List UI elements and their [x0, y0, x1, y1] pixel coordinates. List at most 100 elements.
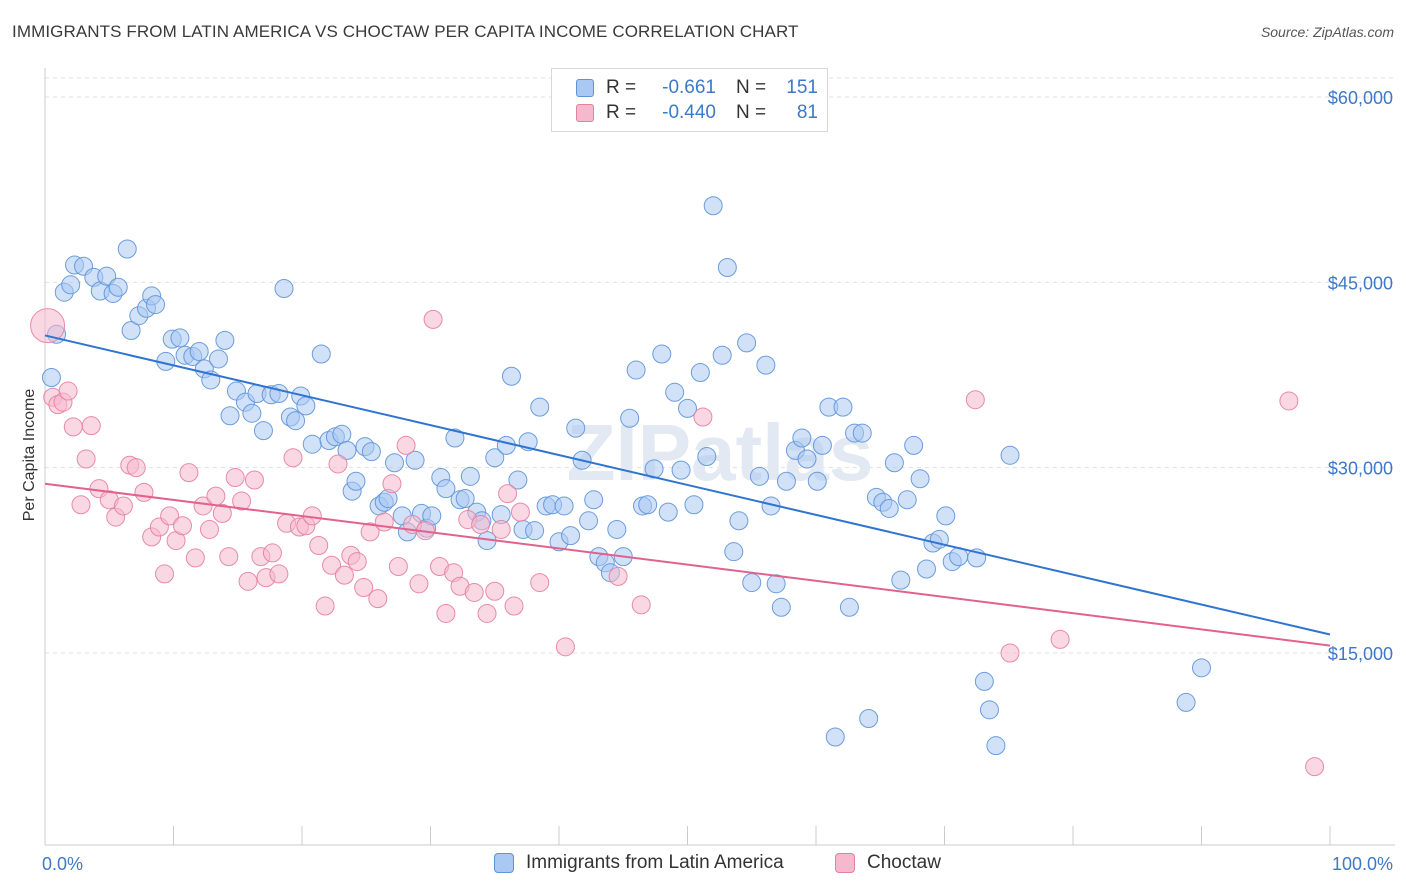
series-points-latin-america — [41, 196, 1211, 756]
point-latin-america — [626, 360, 646, 380]
y-tick-label: $30,000 — [1328, 459, 1393, 479]
point-latin-america — [771, 597, 791, 617]
point-latin-america — [797, 449, 817, 469]
legend-swatch-blue — [576, 79, 594, 97]
point-latin-america — [485, 448, 505, 468]
point-latin-america — [812, 435, 832, 455]
point-choctaw — [464, 582, 484, 602]
point-choctaw — [113, 496, 133, 516]
point-choctaw — [315, 596, 335, 616]
point-latin-america — [737, 333, 757, 353]
point-latin-america — [904, 435, 924, 455]
point-latin-america — [690, 363, 710, 383]
point-latin-america — [242, 403, 262, 423]
series-legend: Immigrants from Latin America Choctaw — [0, 852, 1406, 876]
y-tick-label: $15,000 — [1328, 644, 1393, 664]
point-latin-america — [684, 495, 704, 515]
point-latin-america — [208, 349, 228, 369]
trend-line-latin-america — [44, 334, 1331, 636]
n-value: 81 — [796, 102, 818, 123]
point-choctaw — [555, 637, 575, 657]
point-latin-america — [274, 279, 294, 299]
point-latin-america — [658, 502, 678, 522]
point-choctaw — [409, 574, 429, 594]
point-choctaw — [179, 463, 199, 483]
point-choctaw — [206, 486, 226, 506]
source-credit: Source: ZipAtlas.com — [1260, 24, 1394, 40]
point-choctaw — [322, 555, 342, 575]
grid — [45, 77, 1395, 654]
point-latin-america — [405, 450, 425, 470]
point-choctaw — [382, 474, 402, 494]
point-latin-america — [678, 398, 697, 418]
point-latin-america — [561, 526, 581, 546]
point-latin-america — [97, 266, 117, 286]
point-latin-america — [825, 727, 845, 747]
point-latin-america — [852, 423, 872, 443]
point-latin-america — [253, 421, 273, 441]
point-latin-america — [839, 597, 859, 617]
point-choctaw — [134, 482, 154, 502]
point-latin-america — [986, 736, 1006, 756]
y-tick-label: $60,000 — [1328, 88, 1393, 108]
n-label: N = — [736, 102, 767, 123]
point-latin-america — [269, 384, 289, 404]
point-choctaw — [1279, 391, 1299, 411]
point-latin-america — [579, 511, 599, 531]
r-label: R = — [606, 77, 637, 98]
point-latin-america — [917, 559, 937, 579]
point-choctaw — [225, 468, 245, 488]
axes — [44, 68, 1395, 846]
point-choctaw — [30, 308, 66, 344]
point-latin-america — [879, 498, 899, 518]
legend-swatch-pink — [835, 853, 855, 873]
point-latin-america — [302, 434, 322, 454]
data-points — [30, 196, 1325, 777]
legend-swatch-blue — [494, 853, 514, 873]
point-latin-america — [910, 469, 930, 489]
point-choctaw — [608, 566, 628, 586]
point-choctaw — [219, 547, 239, 567]
point-latin-america — [620, 408, 640, 428]
point-latin-america — [724, 542, 744, 562]
point-latin-america — [891, 570, 911, 590]
legend-item-latin-america[interactable]: Immigrants from Latin America — [494, 852, 784, 874]
point-choctaw — [510, 502, 530, 522]
point-latin-america — [286, 411, 306, 431]
point-latin-america — [170, 328, 190, 348]
point-choctaw — [1305, 757, 1325, 777]
y-tick-label: $45,000 — [1328, 273, 1393, 293]
point-latin-america — [108, 277, 128, 297]
point-latin-america — [311, 344, 331, 364]
trend-lines — [44, 334, 1331, 647]
point-latin-america — [717, 258, 737, 278]
point-latin-america — [807, 471, 827, 491]
point-latin-america — [455, 489, 475, 509]
legend-item-choctaw[interactable]: Choctaw — [835, 852, 941, 874]
point-choctaw — [185, 548, 205, 568]
point-choctaw — [498, 484, 518, 504]
point-choctaw — [485, 581, 505, 601]
point-choctaw — [965, 390, 985, 410]
point-latin-america — [979, 700, 999, 720]
point-choctaw — [232, 491, 252, 511]
point-choctaw — [244, 470, 264, 490]
point-latin-america — [296, 396, 316, 416]
point-latin-america — [833, 397, 853, 417]
point-choctaw — [491, 519, 511, 539]
point-choctaw — [693, 407, 713, 427]
point-choctaw — [71, 495, 91, 515]
r-value: -0.440 — [662, 102, 716, 123]
point-choctaw — [368, 589, 388, 609]
point-latin-america — [859, 708, 879, 728]
n-label: N = — [736, 77, 767, 98]
point-latin-america — [792, 428, 812, 448]
point-latin-america — [215, 330, 235, 350]
series-points-choctaw — [30, 308, 1325, 777]
point-latin-america — [652, 344, 672, 364]
point-latin-america — [460, 466, 480, 486]
point-choctaw — [530, 573, 550, 593]
legend-label: Immigrants from Latin America — [526, 852, 784, 873]
point-choctaw — [283, 448, 303, 468]
point-choctaw — [477, 603, 497, 623]
